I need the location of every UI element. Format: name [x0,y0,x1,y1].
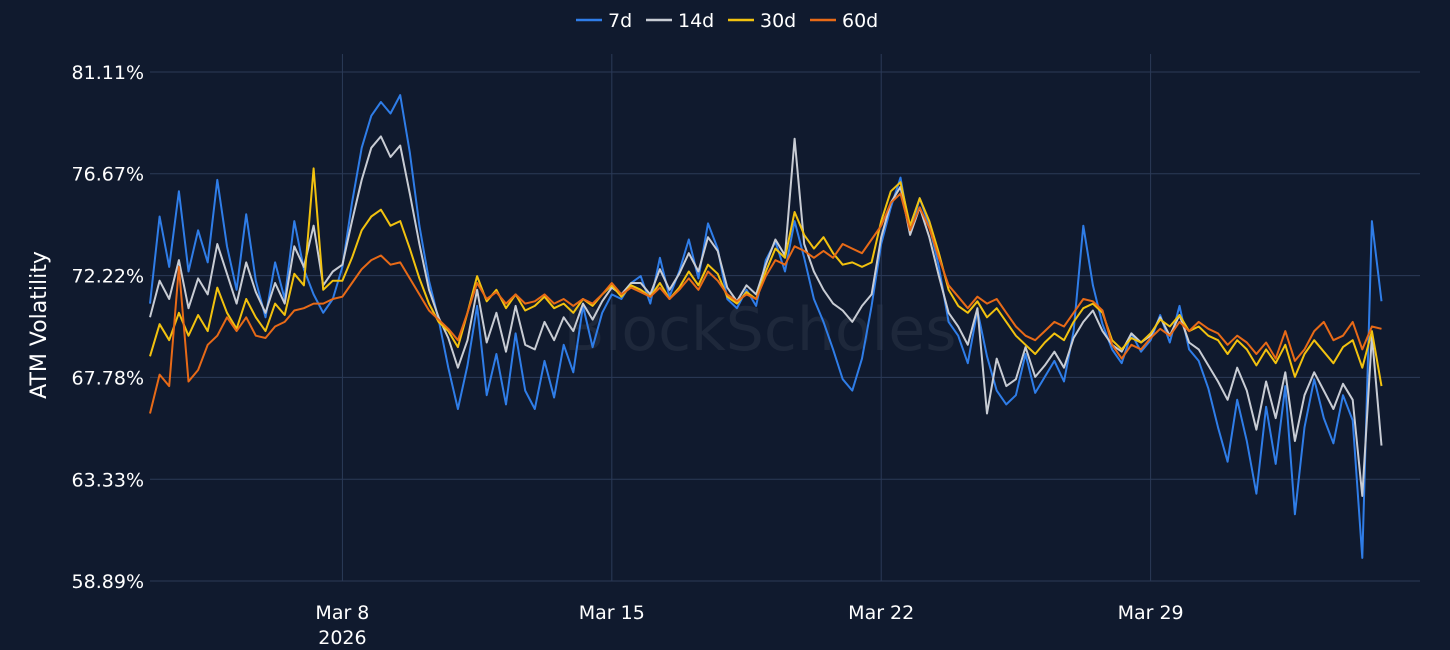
legend-item-14d[interactable]: 14d [646,10,714,32]
y-tick-label: 58.89% [72,571,144,593]
x-tick-label: Mar 29 [1118,602,1184,624]
legend-label: 30d [760,10,796,32]
x-axis-ticks: Mar 8 2026 Mar 15 Mar 22 Mar 29 [315,602,1183,649]
y-tick-label: 63.33% [72,469,144,491]
legend-item-60d[interactable]: 60d [810,10,878,32]
y-axis-ticks: 81.11% 76.67% 72.22% 67.78% 63.33% 58.89% [72,62,144,593]
y-tick-label: 76.67% [72,164,144,186]
x-tick-label: Mar 15 [579,602,645,624]
y-tick-label: 72.22% [72,266,144,288]
y-tick-label: 67.78% [72,367,144,389]
grid [150,54,1420,582]
y-axis-title: ATM Volatility [27,251,52,399]
x-tick-label: Mar 8 [315,602,369,624]
legend-label: 14d [678,10,714,32]
legend-label: 7d [608,10,632,32]
series-line-60d [149,192,1382,414]
series-line-30d [149,167,1383,387]
y-tick-label: 81.11% [72,62,144,84]
x-tick-label: Mar 22 [848,602,914,624]
legend[interactable]: 7d 14d 30d 60d [576,10,878,32]
legend-item-7d[interactable]: 7d [576,10,632,32]
watermark: BlockScholes [564,295,957,365]
legend-label: 60d [842,10,878,32]
series-line-14d [149,135,1383,497]
x-tick-sublabel: 2026 [318,627,366,649]
series-lines [149,94,1383,559]
legend-item-30d[interactable]: 30d [728,10,796,32]
